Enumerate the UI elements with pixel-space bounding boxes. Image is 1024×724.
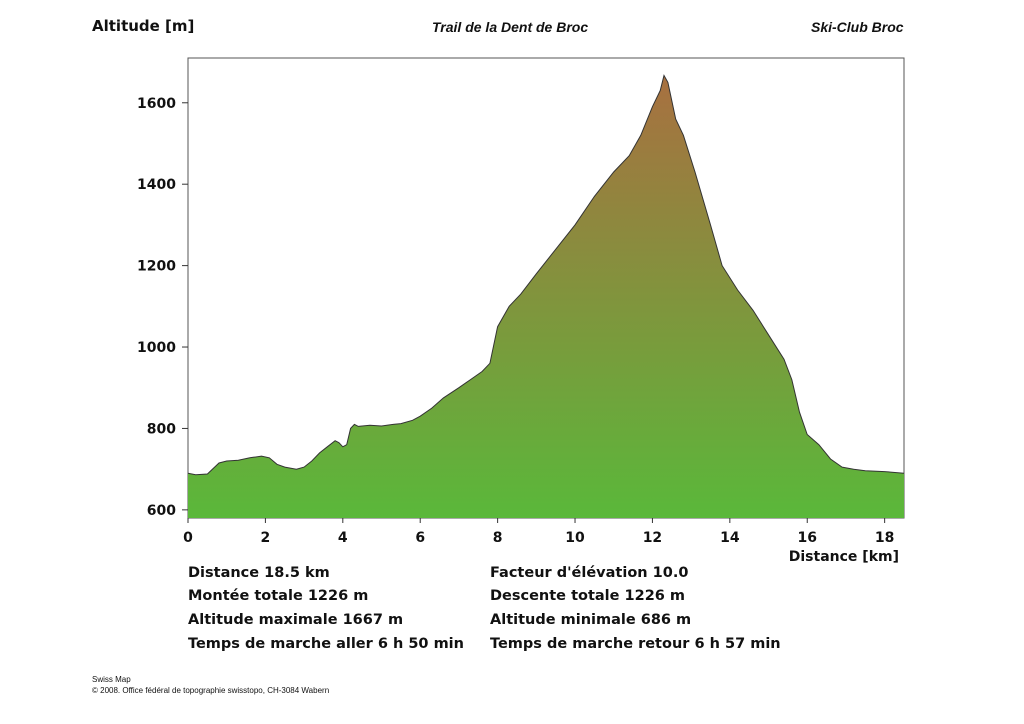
y-tick-label: 1200 [137,259,176,275]
x-tick-label: 2 [261,530,271,546]
y-tick-label: 1400 [137,177,176,193]
y-tick-label: 1600 [137,96,176,112]
stat-total-ascent: Montée totale 1226 m [188,588,369,604]
x-tick-label: 14 [720,530,740,546]
y-tick-label: 1000 [137,340,176,356]
credit-source: Swiss Map [92,675,131,684]
x-axis-title: Distance [km] [789,549,899,565]
stat-min-altitude: Altitude minimale 686 m [490,612,692,628]
x-tick-label: 8 [493,530,503,546]
credit-copyright: © 2008. Office fédéral de topographie sw… [92,686,330,695]
stat-max-altitude: Altitude maximale 1667 m [188,612,404,628]
y-tick-label: 600 [147,503,176,519]
x-tick-label: 18 [875,530,894,546]
stat-elevation-factor: Facteur d'élévation 10.0 [490,565,689,581]
x-tick-label: 10 [565,530,585,546]
stat-time-return: Temps de marche retour 6 h 57 min [490,636,781,652]
x-tick-label: 4 [338,530,348,546]
x-tick-label: 6 [415,530,425,546]
y-axis-title: Altitude [m] [92,17,195,35]
club-name: Ski-Club Broc [811,19,904,35]
x-tick-label: 12 [643,530,662,546]
elevation-area [188,75,904,518]
chart-title: Trail de la Dent de Broc [432,19,589,35]
stat-time-outbound: Temps de marche aller 6 h 50 min [188,636,464,652]
x-tick-label: 16 [798,530,817,546]
x-tick-label: 0 [183,530,193,546]
elevation-profile-chart: 600 800 1000 1200 1400 1600 0 2 4 6 8 10 12 14 16 18 Dis… [137,57,905,565]
stat-distance: Distance 18.5 km [188,565,330,581]
stat-total-descent: Descente totale 1226 m [490,588,686,604]
elevation-line [187,74,905,476]
y-tick-label: 800 [147,421,176,437]
